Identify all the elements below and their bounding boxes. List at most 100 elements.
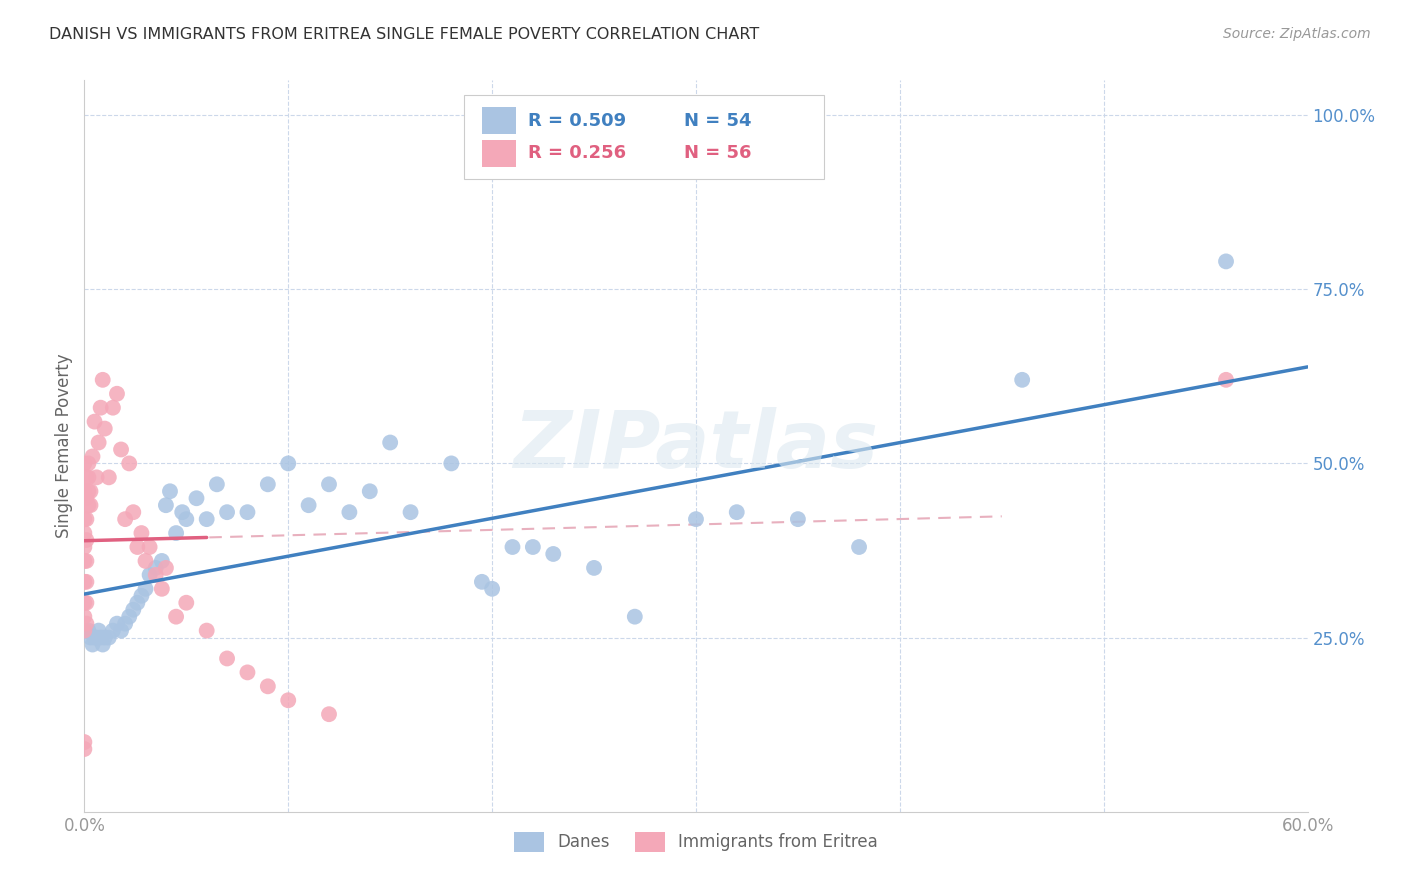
Point xyxy=(277,457,299,471)
Point xyxy=(77,457,100,471)
Point xyxy=(77,470,100,484)
Point xyxy=(277,693,299,707)
Point xyxy=(114,512,136,526)
Point xyxy=(91,638,114,652)
Point xyxy=(471,574,494,589)
Point xyxy=(79,484,101,499)
Point xyxy=(77,484,100,499)
Text: ZIPatlas: ZIPatlas xyxy=(513,407,879,485)
Point xyxy=(73,526,96,541)
Point xyxy=(1011,373,1033,387)
Text: N = 56: N = 56 xyxy=(683,145,751,162)
Point xyxy=(236,505,259,519)
Point xyxy=(75,574,97,589)
Point xyxy=(145,567,167,582)
Point xyxy=(481,582,503,596)
Point xyxy=(217,505,239,519)
Point xyxy=(848,540,870,554)
Point xyxy=(87,624,110,638)
Point xyxy=(91,373,114,387)
Text: N = 54: N = 54 xyxy=(683,112,751,129)
Point xyxy=(90,631,112,645)
Point xyxy=(93,421,115,435)
Point xyxy=(118,609,141,624)
Point xyxy=(83,415,105,429)
Legend: Danes, Immigrants from Eritrea: Danes, Immigrants from Eritrea xyxy=(508,826,884,858)
Point xyxy=(502,540,524,554)
Point xyxy=(93,631,115,645)
Point xyxy=(86,470,108,484)
Point xyxy=(75,554,97,568)
Point xyxy=(624,609,647,624)
Point xyxy=(522,540,544,554)
Point xyxy=(73,457,96,471)
Point xyxy=(787,512,810,526)
Point xyxy=(257,679,280,693)
Point xyxy=(155,561,177,575)
Point xyxy=(75,470,97,484)
Point xyxy=(440,457,463,471)
Point xyxy=(685,512,707,526)
FancyBboxPatch shape xyxy=(482,139,516,168)
Point xyxy=(339,505,361,519)
Point xyxy=(73,609,96,624)
Point xyxy=(73,596,96,610)
Point xyxy=(97,470,120,484)
Point xyxy=(127,540,149,554)
Point xyxy=(101,401,124,415)
Point xyxy=(172,505,194,519)
Point xyxy=(135,554,157,568)
Text: R = 0.256: R = 0.256 xyxy=(529,145,627,162)
Point xyxy=(73,735,96,749)
Point xyxy=(174,512,197,526)
Point xyxy=(1215,254,1237,268)
Point xyxy=(131,589,153,603)
Point xyxy=(725,505,748,519)
Point xyxy=(75,533,97,547)
Point xyxy=(236,665,259,680)
Point xyxy=(165,526,187,541)
Point xyxy=(257,477,280,491)
Point xyxy=(150,554,173,568)
Point xyxy=(75,616,97,631)
Point xyxy=(159,484,181,499)
Point xyxy=(174,596,197,610)
Point xyxy=(75,596,97,610)
Point xyxy=(77,498,100,512)
Point xyxy=(97,631,120,645)
Point xyxy=(195,512,218,526)
Point xyxy=(86,631,108,645)
Point xyxy=(122,505,145,519)
Point xyxy=(75,491,97,506)
FancyBboxPatch shape xyxy=(464,95,824,179)
Point xyxy=(73,554,96,568)
Point xyxy=(318,477,340,491)
FancyBboxPatch shape xyxy=(482,107,516,135)
Point xyxy=(543,547,565,561)
Point xyxy=(105,386,128,401)
Point xyxy=(186,491,208,506)
Point xyxy=(165,609,187,624)
Point xyxy=(145,561,167,575)
Point xyxy=(138,540,160,554)
Point xyxy=(318,707,340,722)
Point xyxy=(75,512,97,526)
Point xyxy=(122,603,145,617)
Point xyxy=(90,401,112,415)
Point xyxy=(217,651,239,665)
Point xyxy=(135,582,157,596)
Point xyxy=(583,561,606,575)
Point xyxy=(195,624,218,638)
Point xyxy=(82,638,104,652)
Text: Source: ZipAtlas.com: Source: ZipAtlas.com xyxy=(1223,27,1371,41)
Point xyxy=(127,596,149,610)
Point xyxy=(73,574,96,589)
Point xyxy=(79,498,101,512)
Point xyxy=(380,435,402,450)
Point xyxy=(73,540,96,554)
Point xyxy=(118,457,141,471)
Point xyxy=(73,624,96,638)
Point xyxy=(131,526,153,541)
Point xyxy=(105,616,128,631)
Point xyxy=(73,512,96,526)
